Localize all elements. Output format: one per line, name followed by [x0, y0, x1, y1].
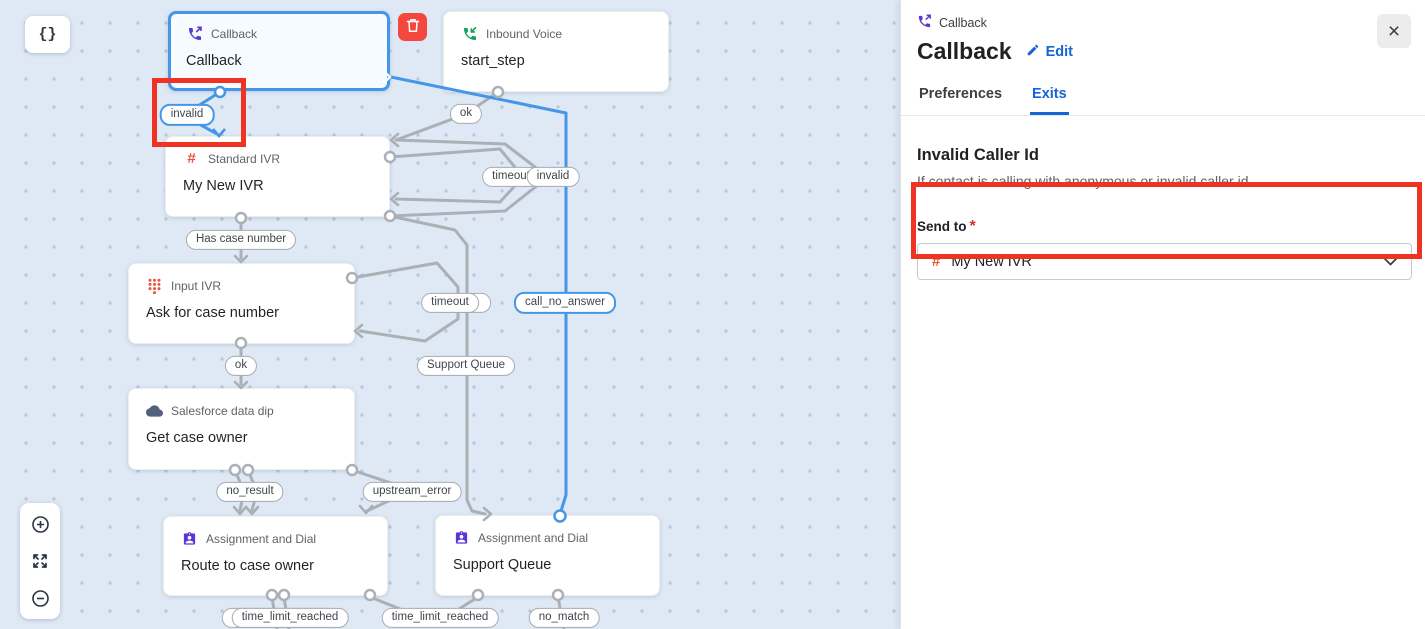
edge-label-no-match[interactable]: no_match — [528, 607, 600, 629]
salesforce-cloud-icon — [146, 402, 163, 419]
node-start-step[interactable]: Inbound Voice start_step — [443, 11, 669, 92]
send-to-field: Send to * # My New IVR — [917, 218, 1412, 280]
tab-preferences[interactable]: Preferences — [917, 86, 1004, 115]
zoom-toolbar — [20, 503, 60, 619]
send-to-value: My New IVR — [951, 253, 1032, 270]
node-name: Support Queue — [453, 557, 552, 573]
edge-label-has-case-number[interactable]: Has case number — [185, 229, 297, 251]
node-name: Callback — [186, 53, 242, 69]
required-marker: * — [969, 218, 976, 235]
edge-label-timeout[interactable]: timeout — [421, 292, 479, 314]
node-name: Get case owner — [146, 430, 248, 446]
edge-label-call-no-answer[interactable]: call_no_answer — [514, 291, 616, 315]
panel-tabs: Preferences Exits — [901, 86, 1425, 116]
node-name: My New IVR — [183, 178, 264, 194]
assignment-and-dial-icon — [181, 530, 198, 547]
tab-exits[interactable]: Exits — [1030, 86, 1069, 115]
callback-icon — [917, 14, 932, 32]
node-my-new-ivr[interactable]: # Standard IVR My New IVR — [165, 136, 390, 217]
node-type-label: Salesforce data dip — [171, 403, 274, 418]
node-type-label: Inbound Voice — [486, 26, 563, 41]
edge-label-invalid[interactable]: invalid — [159, 103, 215, 127]
zoom-out-button[interactable] — [28, 586, 52, 610]
fit-to-screen-button[interactable] — [28, 549, 52, 573]
edit-label: Edit — [1045, 43, 1073, 60]
node-name: start_step — [461, 53, 525, 69]
node-name: Route to case owner — [181, 558, 314, 574]
edge-label-ok[interactable]: ok — [449, 103, 483, 125]
inbound-voice-icon — [461, 25, 478, 42]
pencil-icon — [1026, 43, 1040, 61]
input-ivr-dialpad-icon — [146, 277, 163, 294]
edge-label-no-result[interactable]: no_result — [216, 481, 284, 503]
callback-icon — [186, 25, 203, 42]
zoom-in-button[interactable] — [28, 512, 52, 536]
edge-label-invalid[interactable]: invalid — [526, 166, 580, 188]
standard-ivr-icon: # — [932, 253, 941, 270]
node-type-label: Callback — [211, 26, 258, 41]
node-type-label: Standard IVR — [208, 151, 281, 166]
chevron-down-icon — [1384, 257, 1397, 266]
node-callback[interactable]: Callback Callback — [168, 11, 390, 91]
panel-node-type: Callback — [939, 16, 987, 30]
send-to-dropdown[interactable]: # My New IVR — [917, 243, 1412, 280]
node-name: Ask for case number — [146, 305, 279, 321]
edge-label-time-limit-reached[interactable]: time_limit_reached — [231, 607, 349, 629]
edge-label-support-queue[interactable]: Support Queue — [416, 355, 516, 377]
node-type-label: Assignment and Dial — [206, 531, 317, 546]
node-get-case-owner[interactable]: Salesforce data dip Get case owner — [128, 388, 355, 470]
assignment-and-dial-icon — [453, 529, 470, 546]
node-type-label: Input IVR — [171, 278, 222, 293]
node-support-queue[interactable]: Assignment and Dial Support Queue — [435, 515, 660, 596]
edge-label-time-limit-reached[interactable]: time_limit_reached — [381, 607, 499, 629]
node-ask-for-case-number[interactable]: Input IVR Ask for case number — [128, 263, 355, 344]
panel-title: Callback — [917, 38, 1012, 64]
close-panel-button[interactable]: × — [1377, 14, 1411, 48]
flow-canvas[interactable]: Callback Callback Inbound Voice start_st… — [0, 0, 900, 629]
exit-section-heading: Invalid Caller Id — [917, 146, 1039, 164]
standard-ivr-icon: # — [187, 150, 196, 167]
edge-ok-start-step[interactable] — [394, 90, 500, 142]
exit-section-description: If contact is calling with anonymous or … — [917, 173, 1249, 189]
edge-label-upstream-error[interactable]: upstream_error — [362, 481, 462, 503]
edge-label-ok[interactable]: ok — [224, 355, 258, 377]
send-to-label: Send to — [917, 219, 967, 234]
edge-invalid-arrowhead — [212, 128, 226, 138]
node-type-label: Assignment and Dial — [478, 530, 589, 545]
code-view-button[interactable]: {} — [25, 16, 70, 53]
delete-node-button[interactable] — [398, 13, 427, 41]
node-route-to-case-owner[interactable]: Assignment and Dial Route to case owner — [163, 516, 388, 596]
node-details-panel: Callback Callback Edit × Preferences Exi… — [900, 0, 1425, 629]
edit-name-button[interactable]: Edit — [1026, 43, 1073, 61]
trash-icon — [406, 18, 420, 36]
